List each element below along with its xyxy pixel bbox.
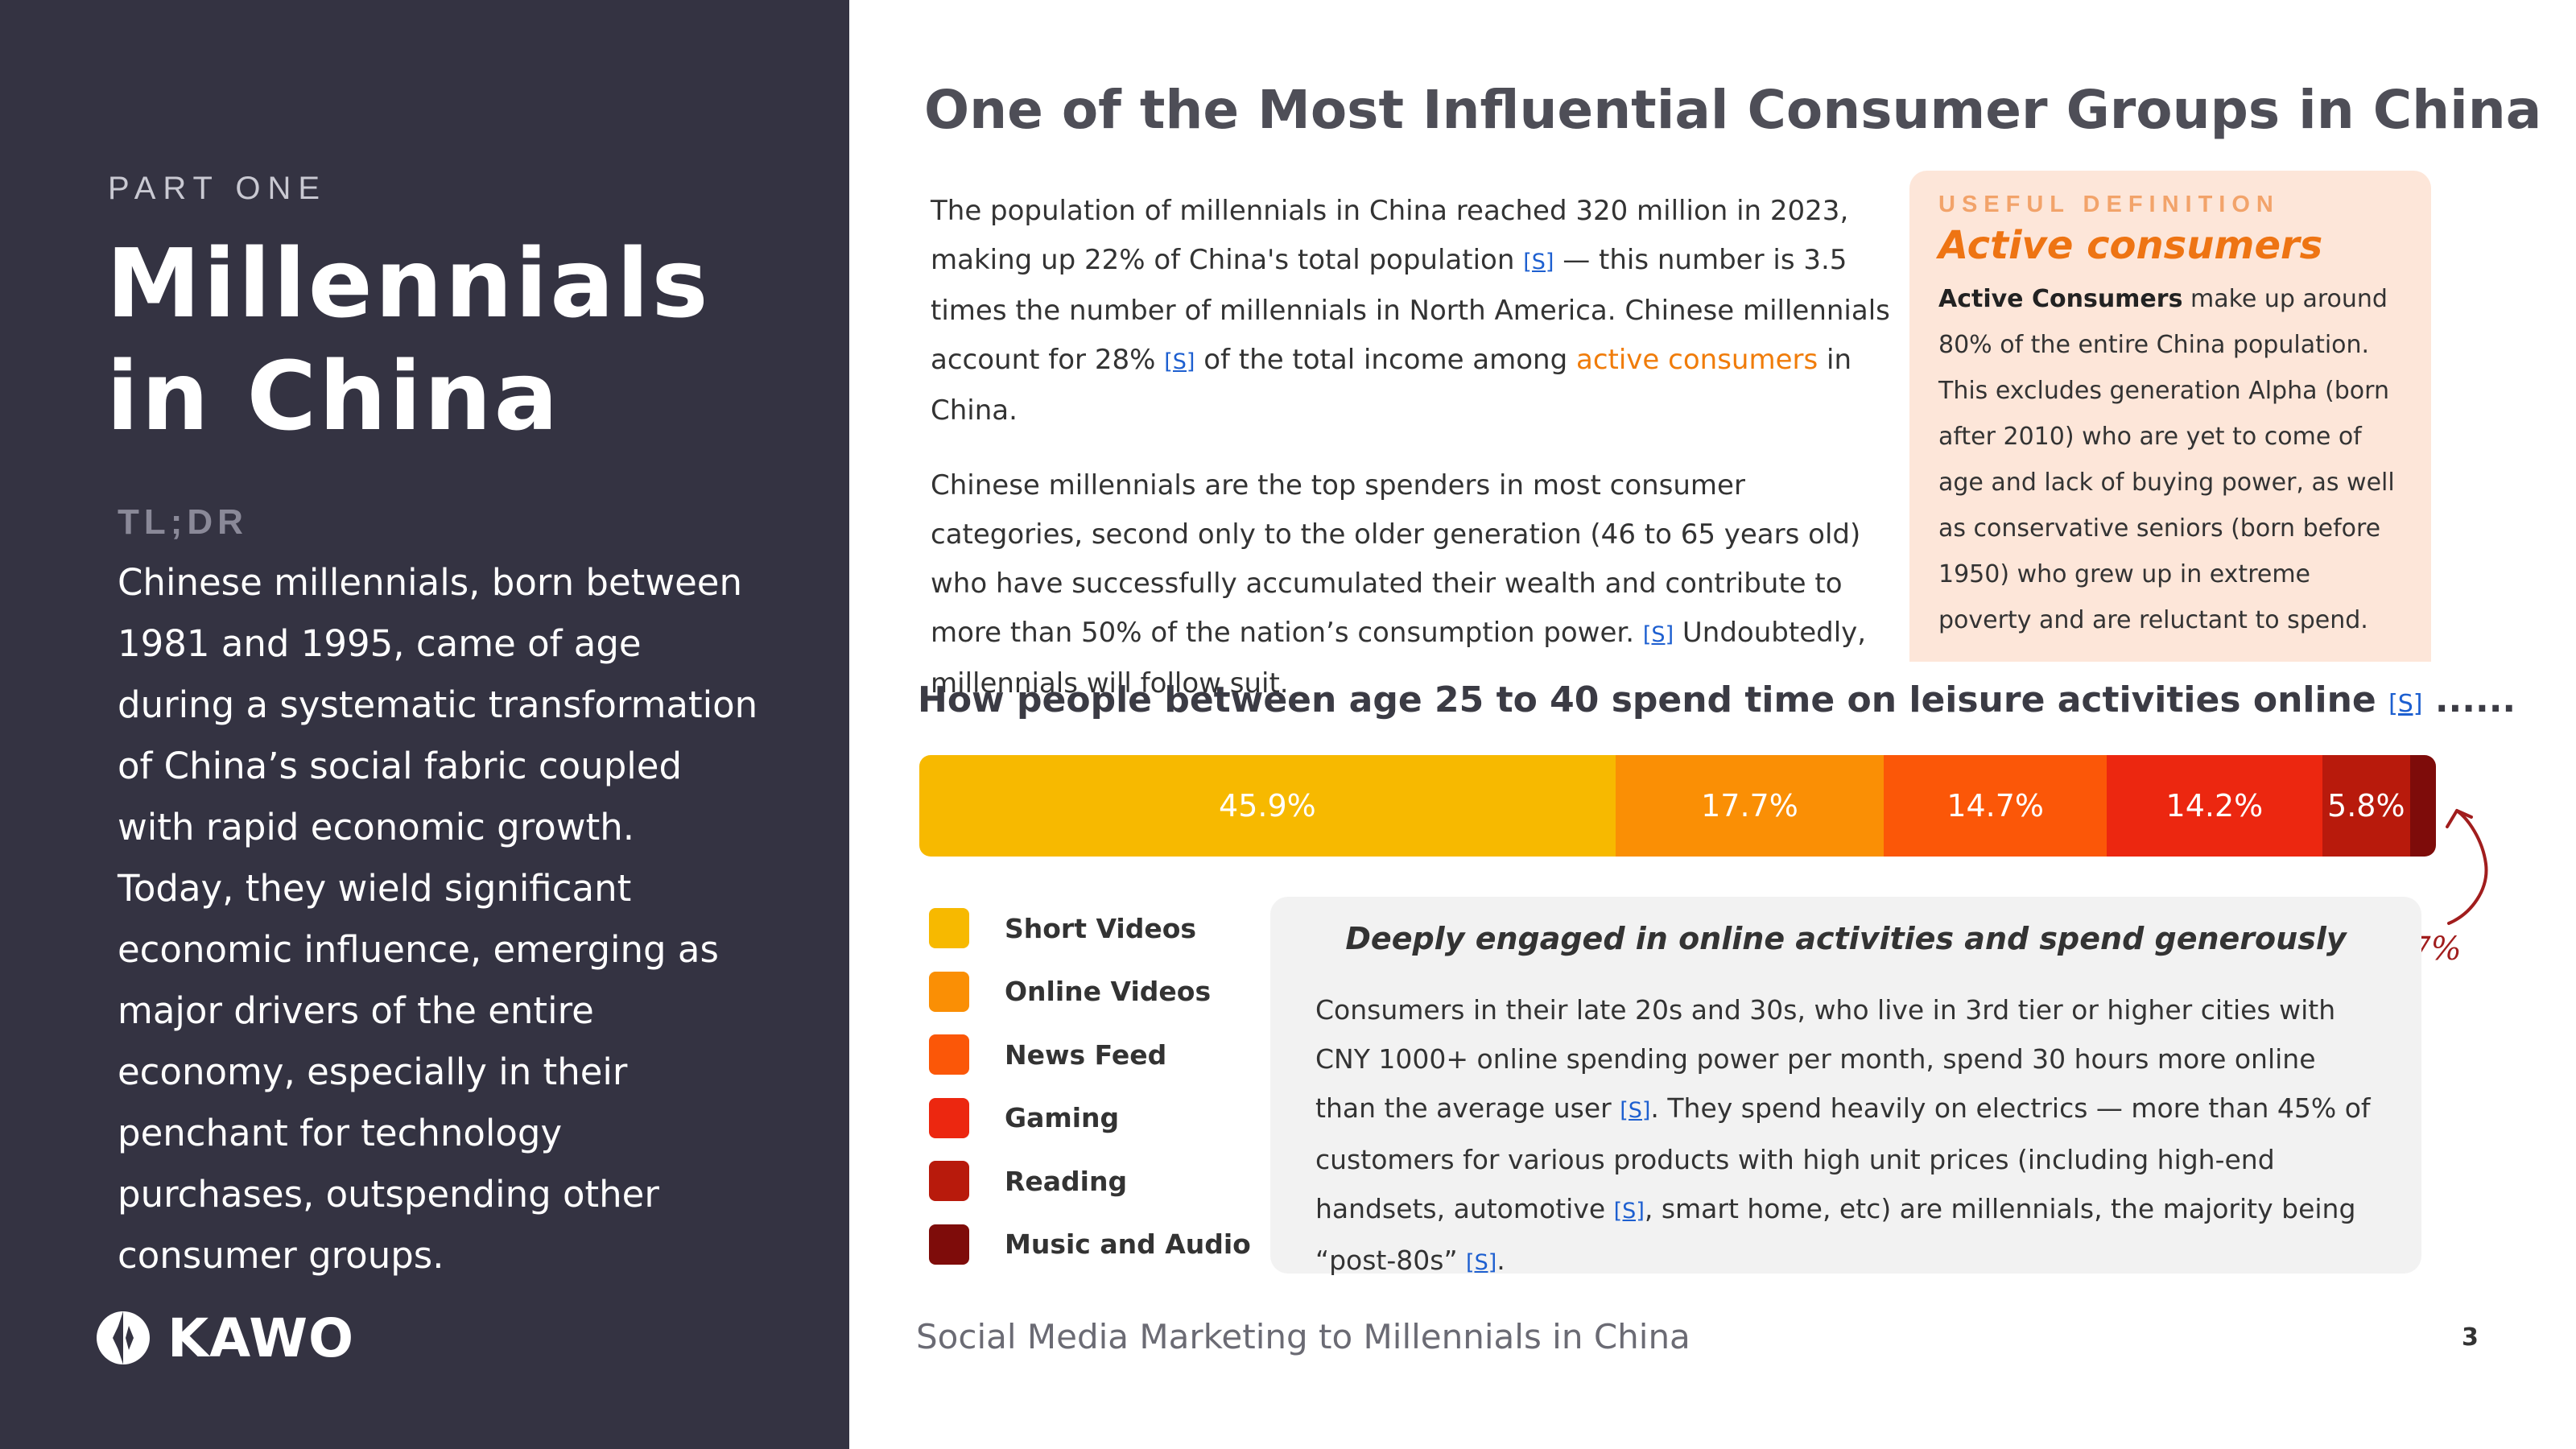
tldr-label: TL;DR xyxy=(118,502,248,542)
tldr-body: Chinese millennials, born between 1981 a… xyxy=(118,561,758,1277)
definition-label: USEFUL DEFINITION xyxy=(1938,192,2280,217)
chart-title: How people between age 25 to 40 spend ti… xyxy=(918,679,2516,720)
legend-item: Gaming xyxy=(929,1087,1251,1150)
section-title: Millennials in China xyxy=(106,227,831,452)
bar-segment-news-feed: 14.7% xyxy=(1884,755,2107,857)
footer-title: Social Media Marketing to Millennials in… xyxy=(916,1317,1690,1356)
text-span: in China. xyxy=(931,344,1852,427)
callout-arrow-icon xyxy=(2446,809,2488,925)
text-span: Chinese millennials are the top spenders… xyxy=(931,469,1861,649)
bar-segment-online-videos: 17.7% xyxy=(1615,755,1885,857)
kawo-logo: KAWO xyxy=(93,1306,354,1370)
legend-label: Short Videos xyxy=(1005,912,1197,944)
source-link[interactable]: [S] xyxy=(1642,622,1674,647)
chart-legend: Short Videos Online Videos News Feed Gaming… xyxy=(929,897,1251,1276)
legend-swatch xyxy=(929,1161,969,1202)
legend-label: Gaming xyxy=(1005,1102,1120,1134)
legend-label: Online Videos xyxy=(1005,976,1212,1008)
legend-swatch xyxy=(929,908,969,949)
bar-segment-reading: 5.8% xyxy=(2322,755,2410,857)
text-span: . xyxy=(1496,1245,1505,1276)
sidebar-panel: PART ONE Millennials in China TL;DR Chin… xyxy=(0,0,849,1449)
kawo-logo-icon xyxy=(97,1311,150,1364)
text-span: Consumers in their late 20s and 30s, who… xyxy=(1315,994,2336,1124)
legend-label: Music and Audio xyxy=(1005,1228,1251,1261)
source-link[interactable]: [S] xyxy=(1523,250,1554,275)
source-link[interactable]: [S] xyxy=(1466,1250,1497,1275)
definition-body: Active Consumers make up around 80% of t… xyxy=(1938,276,2402,643)
section-title-line1: Millennials xyxy=(106,228,711,339)
bar-segment-short-videos: 45.9% xyxy=(919,755,1616,857)
legend-label: Reading xyxy=(1005,1165,1128,1197)
text-span: Undoubtedly, millennials will follow sui… xyxy=(931,617,1867,700)
bar-segment-gaming: 14.2% xyxy=(2107,755,2322,857)
text-span: The population of millennials in China r… xyxy=(931,195,1849,276)
intro-text: The population of millennials in China r… xyxy=(931,187,1897,708)
chart-title-text: How people between age 25 to 40 spend ti… xyxy=(918,679,2376,720)
definition-box: USEFUL DEFINITION Active consumers Activ… xyxy=(1909,171,2431,662)
text-span: — this number is 3.5 times the number of… xyxy=(931,244,1890,376)
intro-paragraph-1: The population of millennials in China r… xyxy=(931,187,1897,436)
bar-segment-music-and-audio xyxy=(2409,755,2436,857)
text-span: , smart home, etc) are millennials, the … xyxy=(1315,1193,2356,1276)
kawo-logo-text: KAWO xyxy=(167,1307,355,1369)
insight-body: Consumers in their late 20s and 30s, who… xyxy=(1315,985,2376,1287)
legend-item: News Feed xyxy=(929,1023,1251,1087)
source-link[interactable]: [S] xyxy=(1613,1199,1645,1224)
legend-item: Reading xyxy=(929,1150,1251,1213)
legend-label: News Feed xyxy=(1005,1038,1167,1071)
section-title-line2: in China xyxy=(106,341,561,452)
source-link[interactable]: [S] xyxy=(2388,690,2423,718)
legend-item: Short Videos xyxy=(929,897,1251,960)
insight-box: Deeply engaged in online activities and … xyxy=(1270,897,2421,1276)
source-link[interactable]: [S] xyxy=(1620,1098,1651,1123)
part-label: PART ONE xyxy=(108,171,328,206)
page-title: One of the Most Influential Consumer Gro… xyxy=(924,79,2542,141)
text-span: . They spend heavily on electrics — more… xyxy=(1315,1092,2371,1224)
definition-bold-lead: Active Consumers xyxy=(1938,285,2183,313)
legend-swatch xyxy=(929,1224,969,1265)
text-span: of the total income among xyxy=(1195,344,1576,376)
legend-swatch xyxy=(929,1097,969,1138)
insight-title: Deeply engaged in online activities and … xyxy=(1345,921,2347,956)
legend-item: Online Videos xyxy=(929,960,1251,1024)
legend-item: Music and Audio xyxy=(929,1213,1251,1277)
legend-swatch xyxy=(929,1034,969,1075)
highlight-term: active consumers xyxy=(1576,344,1818,376)
definition-term: Active consumers xyxy=(1938,223,2323,268)
source-link[interactable]: [S] xyxy=(1164,349,1195,374)
chart-title-suffix: ...... xyxy=(2422,679,2516,720)
page-number: 3 xyxy=(2462,1323,2479,1352)
intro-paragraph-2: Chinese millennials are the top spenders… xyxy=(931,461,1897,708)
stacked-bar-chart: 45.9% 17.7% 14.7% 14.2% 5.8% xyxy=(919,755,2436,857)
legend-swatch xyxy=(929,971,969,1012)
definition-text: make up around 80% of the entire China p… xyxy=(1938,285,2395,634)
